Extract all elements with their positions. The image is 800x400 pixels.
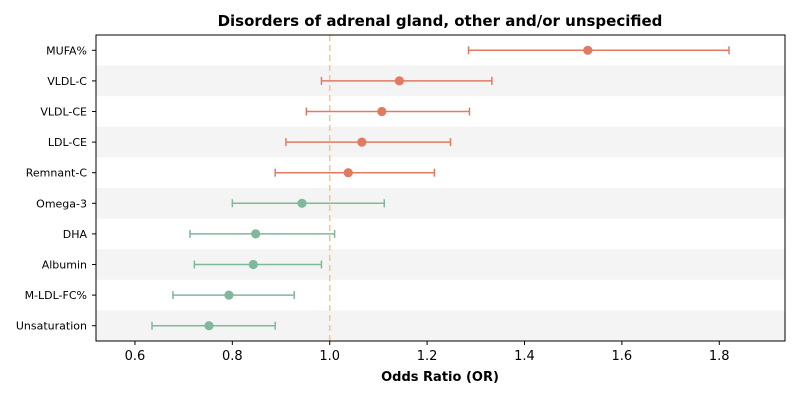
y-tick-label: Albumin [42, 259, 87, 272]
x-tick-label: 0.8 [222, 349, 243, 364]
row-bands [96, 65, 785, 341]
forest-row [189, 229, 336, 239]
or-point [377, 106, 387, 117]
row-band [96, 188, 785, 219]
y-tick-label: Remnant-C [26, 167, 88, 180]
y-tick-label: MUFA% [46, 44, 87, 57]
y-tick-label: LDL-CE [48, 136, 87, 149]
forest-row [172, 290, 295, 300]
x-tick-label: 1.6 [612, 349, 633, 364]
x-tick-label: 0.6 [125, 349, 146, 364]
x-tick-label: 1.0 [319, 349, 340, 364]
or-point [357, 137, 367, 147]
forest-row [467, 45, 730, 55]
or-point [251, 229, 261, 239]
y-tick-label: M-LDL-FC% [25, 289, 87, 302]
or-point [248, 259, 258, 270]
x-tick-label: 1.8 [709, 349, 730, 364]
y-tick-label: VLDL-C [47, 75, 87, 88]
y-tick-label: DHA [63, 228, 88, 241]
plot-frame [95, 34, 786, 342]
y-tick-label: Omega-3 [36, 197, 87, 210]
or-point [297, 198, 307, 208]
or-point [394, 76, 404, 86]
or-point [224, 290, 234, 300]
or-point [204, 321, 214, 331]
forest-row [285, 137, 452, 147]
x-tick-label: 1.4 [514, 349, 535, 364]
forest-row [193, 259, 323, 270]
or-point [583, 45, 593, 55]
x-tick-labels: 0.6 0.8 1.0 1.2 1.4 1.6 1.8 [125, 341, 730, 364]
x-tick-label: 1.2 [417, 349, 438, 364]
or-point [343, 168, 353, 178]
x-axis-label: Odds Ratio (OR) [381, 370, 499, 385]
forest-row [231, 198, 386, 208]
forest-row [274, 168, 436, 178]
forest-row [305, 106, 471, 117]
forest-row [151, 321, 276, 331]
chart-title: Disorders of adrenal gland, other and/or… [218, 12, 663, 30]
y-tick-labels: MUFA% VLDL-C VLDL-CE LDL-CE Remnant-C Omega-3… [16, 44, 96, 333]
y-tick-label: VLDL-CE [40, 106, 87, 119]
y-tick-label: Unsaturation [16, 320, 87, 333]
forest-row [320, 76, 493, 86]
data-marks [151, 45, 730, 331]
